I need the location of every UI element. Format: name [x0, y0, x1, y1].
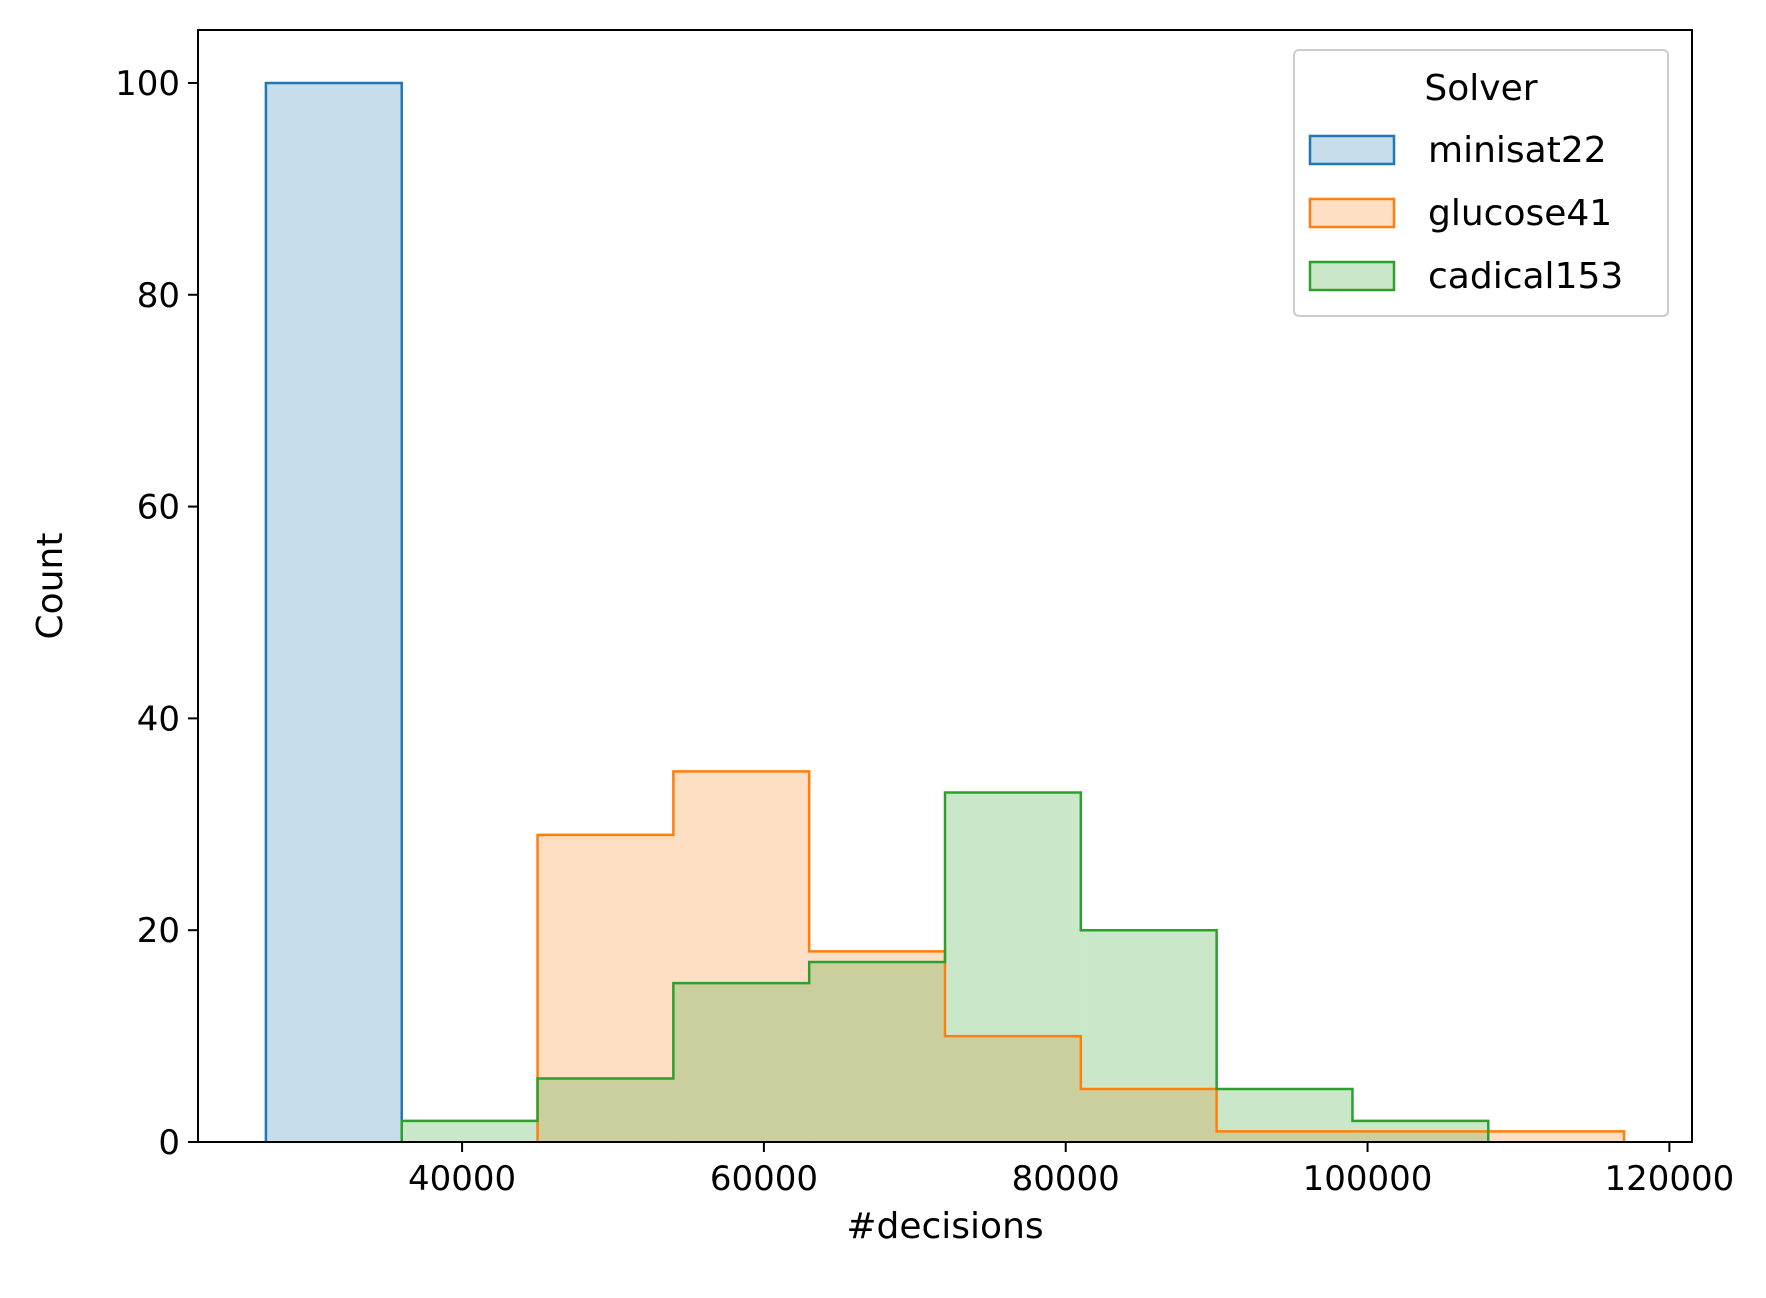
- legend-title: Solver: [1424, 68, 1537, 109]
- x-tick-label: 120000: [1604, 1159, 1734, 1199]
- legend-label-cadical153: cadical153: [1428, 256, 1623, 297]
- bar-glucose41: [945, 1036, 1081, 1142]
- y-tick-label: 40: [137, 699, 180, 739]
- x-tick-label: 100000: [1303, 1159, 1433, 1199]
- y-tick-label: 0: [158, 1123, 180, 1163]
- step-outline-minisat22: [264, 81, 403, 1142]
- bar-glucose41: [1352, 1131, 1489, 1142]
- legend-frame: [1293, 49, 1669, 317]
- x-axis-label: #decisions: [846, 1206, 1043, 1247]
- y-tick-label: 20: [137, 911, 180, 951]
- legend: Solver minisat22 glucose41 cadical153: [1293, 49, 1669, 317]
- bar-cadical153: [1216, 1089, 1353, 1142]
- bar-cadical153: [945, 792, 1081, 1142]
- step-outline-glucose41: [536, 770, 1626, 1142]
- axes: 40000 60000 80000 100000 120000 0 20 40 60 80 100: [115, 29, 1734, 1199]
- plot-area: [264, 81, 1626, 1142]
- y-tick-label: 80: [137, 276, 180, 316]
- bar-cadical153: [401, 1120, 538, 1142]
- bar-glucose41: [809, 951, 945, 1142]
- x-tick-label: 80000: [1012, 1159, 1120, 1199]
- y-tick-label: 100: [115, 64, 180, 104]
- y-tick-label: 60: [137, 488, 180, 528]
- bar-cadical153: [537, 1078, 674, 1142]
- legend-label-glucose41: glucose41: [1428, 193, 1612, 234]
- bar-glucose41: [537, 834, 674, 1142]
- bar-glucose41: [1216, 1131, 1353, 1142]
- x-tick-label: 40000: [408, 1159, 516, 1199]
- axes-frame: [197, 29, 1693, 1143]
- bar-glucose41: [1488, 1131, 1625, 1142]
- step-outline-cadical153: [400, 791, 1490, 1142]
- bar-glucose41: [1080, 1089, 1217, 1142]
- bar-cadical153: [809, 961, 945, 1142]
- legend-swatch-glucose41: [1308, 197, 1396, 229]
- bar-glucose41: [673, 771, 810, 1142]
- legend-swatch-minisat22: [1308, 134, 1396, 166]
- legend-label-minisat22: minisat22: [1428, 130, 1607, 171]
- bar-cadical153: [1080, 930, 1217, 1142]
- bar-cadical153: [673, 983, 810, 1142]
- legend-swatch-cadical153: [1308, 260, 1396, 292]
- bar-minisat22: [265, 82, 402, 1142]
- x-tick-label: 60000: [710, 1159, 818, 1199]
- y-axis-label: Count: [30, 533, 71, 640]
